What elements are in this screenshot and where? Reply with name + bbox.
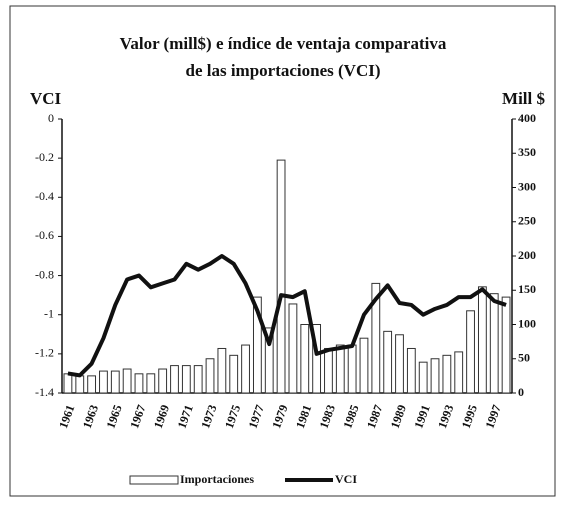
bar bbox=[170, 365, 179, 394]
y2-tick-label: 200 bbox=[518, 248, 536, 262]
bar bbox=[442, 354, 452, 394]
bar bbox=[110, 370, 120, 394]
x-tick-label: 1973 bbox=[198, 403, 219, 430]
bar bbox=[63, 373, 73, 394]
x-tick-label: 1963 bbox=[80, 403, 101, 430]
chart-frame bbox=[9, 5, 556, 497]
bar bbox=[122, 368, 132, 394]
y2-tick-label: 300 bbox=[518, 179, 536, 193]
bar bbox=[359, 337, 369, 394]
y-tick-label: -0.8 bbox=[35, 267, 54, 281]
x-tick-label: 1983 bbox=[317, 403, 338, 430]
bar bbox=[312, 324, 322, 394]
y2-tick-label: 150 bbox=[518, 282, 536, 296]
bar bbox=[347, 344, 357, 394]
legend-swatch bbox=[129, 475, 179, 485]
legend-label: Importaciones bbox=[180, 472, 254, 486]
bar bbox=[205, 358, 215, 394]
y-tick-label: -1 bbox=[44, 306, 54, 320]
chart-title: Valor (mill$) e índice de ventaja compar… bbox=[120, 34, 447, 53]
bar bbox=[264, 327, 274, 394]
bar bbox=[241, 344, 250, 394]
x-tick-label: 1965 bbox=[103, 403, 124, 430]
x-tick-label: 1967 bbox=[127, 403, 148, 430]
x-tick-label: 1991 bbox=[411, 403, 432, 430]
y-tick-label: -0.6 bbox=[35, 228, 54, 242]
bar bbox=[252, 296, 262, 394]
bar bbox=[146, 373, 156, 394]
x-tick-label: 1997 bbox=[482, 403, 503, 430]
chart-subtitle: de las importaciones (VCI) bbox=[185, 61, 380, 80]
y2-tick-label: 0 bbox=[518, 385, 524, 399]
y-tick-label: -1.2 bbox=[35, 346, 54, 360]
bar bbox=[430, 358, 440, 394]
bar bbox=[99, 370, 108, 394]
bar bbox=[418, 361, 428, 394]
y-tick-label: -0.2 bbox=[35, 150, 54, 164]
x-tick-label: 1987 bbox=[364, 403, 385, 430]
bar bbox=[477, 286, 487, 394]
bar bbox=[181, 365, 191, 394]
bar bbox=[276, 159, 286, 394]
bar bbox=[87, 375, 97, 394]
x-tick-label: 1969 bbox=[151, 403, 172, 430]
legend-label: VCI bbox=[335, 472, 357, 486]
bar bbox=[489, 293, 499, 394]
y2-tick-label: 100 bbox=[518, 316, 536, 330]
bar bbox=[395, 334, 404, 394]
bar bbox=[300, 324, 310, 394]
bar bbox=[335, 344, 345, 394]
x-tick-label: 1993 bbox=[435, 403, 456, 430]
bar bbox=[288, 303, 298, 394]
bar bbox=[217, 347, 227, 394]
y2-tick-label: 250 bbox=[518, 214, 536, 228]
bar bbox=[134, 373, 144, 394]
x-tick-label: 1971 bbox=[174, 403, 195, 430]
bar bbox=[466, 310, 475, 394]
y-tick-label: 0 bbox=[48, 111, 54, 125]
x-tick-label: 1975 bbox=[222, 403, 243, 430]
bar bbox=[454, 351, 464, 394]
y-tick-label: -1.4 bbox=[35, 385, 54, 399]
y-axis-label: VCI bbox=[30, 89, 62, 108]
bar bbox=[501, 296, 511, 394]
x-tick-label: 1961 bbox=[56, 403, 77, 430]
bar bbox=[383, 330, 393, 394]
x-tick-label: 1979 bbox=[269, 403, 290, 430]
y2-tick-label: 350 bbox=[518, 145, 536, 159]
bar bbox=[75, 375, 85, 394]
y2-tick-label: 400 bbox=[518, 111, 536, 125]
y2-axis-label: Mill $ bbox=[502, 89, 545, 108]
bar bbox=[324, 347, 333, 394]
line bbox=[67, 254, 507, 378]
bar bbox=[193, 365, 203, 394]
x-tick-label: 1995 bbox=[459, 403, 480, 430]
x-tick-label: 1977 bbox=[246, 403, 267, 430]
bar bbox=[158, 368, 168, 394]
bar bbox=[371, 282, 381, 394]
x-tick-label: 1985 bbox=[340, 403, 361, 430]
x-tick-label: 1989 bbox=[388, 403, 409, 430]
y2-tick-label: 50 bbox=[518, 351, 530, 365]
x-tick-label: 1981 bbox=[293, 403, 314, 430]
bar bbox=[406, 347, 416, 394]
bar bbox=[229, 354, 239, 394]
y-tick-label: -0.4 bbox=[35, 189, 54, 203]
